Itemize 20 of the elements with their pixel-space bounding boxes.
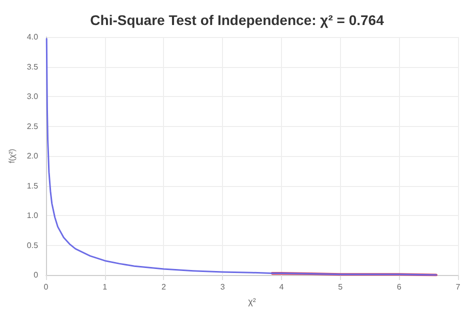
- chart-title: Chi-Square Test of Independence: χ² = 0.764: [90, 12, 384, 28]
- y-tick-label: 0.5: [26, 240, 39, 250]
- y-tick-label: 1.0: [26, 211, 39, 220]
- y-tick-label: 2.5: [26, 122, 39, 131]
- x-tick-label: 1: [102, 282, 108, 292]
- y-tick-label: 4.0: [26, 32, 39, 42]
- x-tick-label: 0: [44, 282, 49, 292]
- x-axis-title: χ²: [248, 296, 256, 306]
- x-tick-label: 7: [456, 282, 461, 292]
- y-tick-label: 3.5: [26, 62, 39, 72]
- x-tick-label: 2: [162, 282, 167, 292]
- x-tick-label: 4: [279, 282, 284, 292]
- y-tick-label: 2.0: [26, 152, 39, 160]
- y-tick-label: 3.0: [26, 92, 39, 101]
- y-tick-label: 1.5: [26, 181, 39, 190]
- x-tick-label: 6: [396, 282, 402, 292]
- y-axis-title: f(χ²): [8, 148, 16, 164]
- x-tick-label: 3: [220, 282, 226, 292]
- y-tick-label: 0: [34, 270, 39, 280]
- x-tick-label: 5: [338, 282, 344, 292]
